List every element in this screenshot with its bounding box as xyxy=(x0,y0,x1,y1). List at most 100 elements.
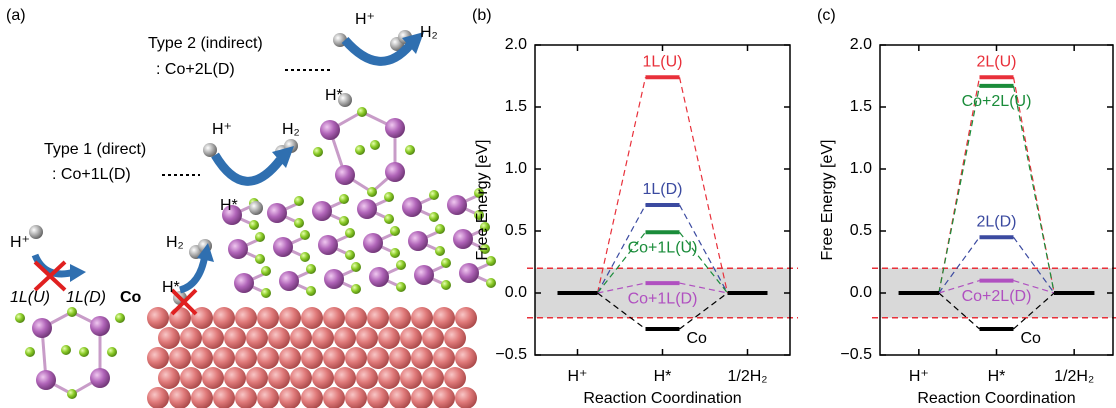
arrow xyxy=(178,254,209,294)
atom xyxy=(268,367,290,389)
atom xyxy=(367,307,389,329)
co-label: Co xyxy=(120,289,142,306)
atom xyxy=(158,327,180,349)
atom xyxy=(378,367,400,389)
h-label: H₂ xyxy=(420,24,438,41)
y-tick-label: 1.5 xyxy=(505,98,527,115)
atom xyxy=(444,327,466,349)
y-tick-label: 2.0 xyxy=(505,36,527,53)
atom xyxy=(249,201,263,215)
panel-label: (c) xyxy=(817,7,836,24)
atom xyxy=(255,254,265,264)
connector xyxy=(678,77,729,294)
series-label: Co+2L(D) xyxy=(962,288,1032,305)
type-title: Type 2 (indirect) xyxy=(148,35,263,52)
atom xyxy=(306,286,316,296)
x-axis-label: Reaction Coordination xyxy=(583,390,741,407)
atom xyxy=(396,282,406,292)
atom xyxy=(267,203,287,223)
panel-label: (a) xyxy=(6,7,26,24)
atom xyxy=(313,147,323,157)
atom xyxy=(261,266,271,276)
y-tick-label: 1.0 xyxy=(505,160,527,177)
atom xyxy=(213,347,235,369)
connector xyxy=(678,204,729,294)
atom xyxy=(279,307,301,329)
atom xyxy=(294,196,304,206)
atom xyxy=(147,387,169,408)
connector xyxy=(1012,85,1055,294)
y-tick-label: −0.5 xyxy=(495,346,527,363)
atom xyxy=(169,307,191,329)
atom xyxy=(234,273,254,293)
cross xyxy=(33,260,67,292)
h-label: H₂ xyxy=(282,121,300,138)
atom xyxy=(268,327,290,349)
atom xyxy=(389,387,411,408)
y-tick-label: 0.0 xyxy=(505,284,527,301)
arrow-head xyxy=(272,146,294,168)
series-label: 2L(D) xyxy=(976,213,1016,230)
atom xyxy=(15,313,25,323)
atom xyxy=(356,327,378,349)
atom xyxy=(255,232,265,242)
atom xyxy=(345,387,367,408)
atom xyxy=(367,387,389,408)
y-tick-label: 0.5 xyxy=(505,222,527,239)
atom xyxy=(357,199,377,219)
atom xyxy=(390,226,400,236)
type-desc: : Co+2L(D) xyxy=(156,61,235,78)
structure xyxy=(15,30,496,408)
atom xyxy=(411,307,433,329)
atom xyxy=(61,345,71,355)
atom xyxy=(396,260,406,270)
atom xyxy=(158,367,180,389)
arrows xyxy=(31,32,424,316)
x-tick-label: H⁺ xyxy=(568,368,588,385)
atom xyxy=(345,347,367,369)
atom xyxy=(257,347,279,369)
atom xyxy=(334,367,356,389)
connector xyxy=(1013,236,1055,294)
atom xyxy=(411,347,433,369)
atom xyxy=(213,307,235,329)
atom xyxy=(441,258,451,268)
atom xyxy=(453,229,473,249)
atom xyxy=(474,188,484,198)
x-tick-label: 1/2H₂ xyxy=(727,368,767,385)
atom xyxy=(351,262,361,272)
series-label: Co xyxy=(687,330,708,347)
series-label: Co+1L(D) xyxy=(628,290,698,307)
atom xyxy=(257,307,279,329)
atom xyxy=(455,347,477,369)
atom xyxy=(345,307,367,329)
y-tick-label: 0.5 xyxy=(850,222,872,239)
h-label: H⁺ xyxy=(355,11,375,28)
x-tick-label: H⁺ xyxy=(909,368,929,385)
atom xyxy=(115,313,125,323)
h-label: H⁺ xyxy=(10,234,30,251)
panel-label: (b) xyxy=(472,7,492,24)
atom xyxy=(246,327,268,349)
atom xyxy=(435,246,445,256)
connector xyxy=(596,204,647,294)
atom xyxy=(414,265,434,285)
atom xyxy=(294,218,304,228)
atom xyxy=(345,228,355,238)
atom xyxy=(312,367,334,389)
atom xyxy=(32,318,52,338)
atom xyxy=(202,327,224,349)
h-label: H* xyxy=(220,197,238,214)
atom xyxy=(235,307,257,329)
h-label: H⁺ xyxy=(212,121,232,138)
atom xyxy=(246,367,268,389)
atom xyxy=(339,216,349,226)
atom xyxy=(378,327,400,349)
atom xyxy=(441,280,451,290)
arrow-head xyxy=(70,264,86,282)
series-label: 2L(U) xyxy=(976,53,1016,70)
atom xyxy=(320,120,340,140)
atom xyxy=(301,347,323,369)
atom xyxy=(300,252,310,262)
connector xyxy=(679,231,728,294)
